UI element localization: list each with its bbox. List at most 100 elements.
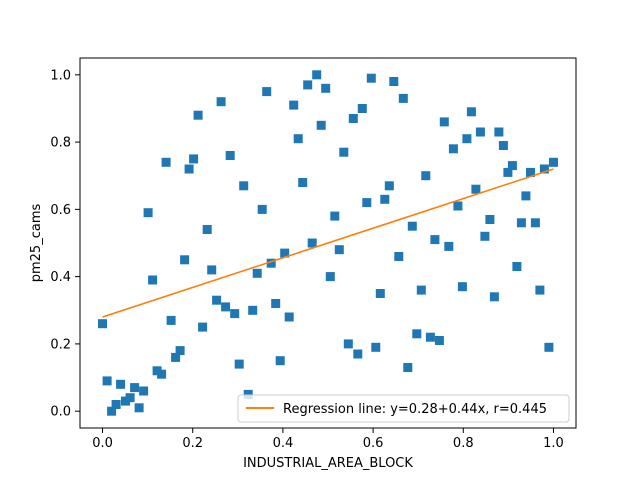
data-point	[312, 70, 322, 80]
x-tick-label: 0.8	[453, 436, 474, 451]
data-point	[480, 231, 490, 241]
data-point	[384, 181, 394, 191]
regression-line-layer	[102, 168, 554, 318]
data-point	[175, 346, 185, 356]
data-point	[407, 221, 417, 231]
y-axis-ticks: 0.0 0.2 0.4 0.6 0.8 1.0	[50, 68, 80, 420]
x-tick-label: 1.0	[543, 436, 564, 451]
data-point	[439, 117, 449, 127]
y-tick-label: 0.6	[50, 203, 71, 218]
data-point	[412, 329, 422, 339]
data-point	[503, 167, 513, 177]
data-point	[389, 77, 399, 86]
data-point	[161, 157, 171, 167]
data-point	[266, 258, 276, 268]
data-point	[257, 204, 267, 214]
data-point	[125, 393, 135, 403]
data-point	[111, 400, 121, 409]
data-point	[202, 225, 212, 234]
y-tick-label: 0.4	[50, 270, 71, 285]
data-point	[284, 312, 294, 322]
data-point	[293, 134, 303, 144]
y-tick-label: 0.0	[50, 405, 71, 420]
data-point	[325, 272, 335, 282]
data-point	[139, 386, 149, 396]
data-point	[98, 319, 107, 329]
data-point	[507, 161, 517, 171]
data-point	[521, 191, 531, 201]
data-point	[434, 336, 444, 345]
data-point	[421, 171, 431, 181]
data-point	[485, 215, 495, 224]
data-point	[157, 369, 167, 379]
data-point	[353, 349, 363, 359]
data-point	[130, 383, 140, 393]
data-point	[380, 194, 390, 204]
data-point	[475, 127, 485, 137]
regression-line	[102, 168, 554, 318]
data-point	[239, 181, 249, 191]
data-point	[289, 100, 299, 110]
plot-frame	[79, 57, 577, 429]
data-point	[512, 262, 522, 271]
data-point	[107, 406, 117, 416]
data-point	[348, 114, 358, 123]
legend: Regression line: y=0.28+0.44x, r=0.445	[237, 394, 570, 423]
data-point	[549, 157, 558, 167]
data-point	[143, 208, 153, 218]
data-point	[180, 255, 190, 265]
data-point	[330, 211, 340, 221]
data-point	[453, 201, 463, 211]
data-point	[394, 252, 404, 261]
data-point	[425, 332, 435, 342]
data-point	[198, 322, 208, 332]
data-point	[212, 295, 222, 305]
data-point	[339, 147, 349, 157]
data-point	[416, 285, 426, 295]
data-point	[444, 241, 454, 251]
data-point	[366, 73, 376, 83]
data-point	[403, 363, 413, 372]
legend-label: Regression line: y=0.28+0.44x, r=0.445	[283, 402, 547, 417]
x-axis-label: INDUSTRIAL_AREA_BLOCK	[243, 456, 413, 471]
data-point	[262, 87, 272, 97]
data-point	[530, 218, 540, 228]
data-point	[102, 376, 112, 386]
data-point	[225, 151, 235, 160]
x-tick-label: 0.2	[182, 436, 203, 451]
x-tick-label: 0.4	[273, 436, 294, 451]
data-point	[193, 110, 203, 120]
data-point	[189, 154, 199, 164]
data-point	[321, 83, 331, 93]
data-points	[98, 70, 558, 416]
data-point	[121, 396, 130, 406]
data-point	[221, 302, 231, 312]
data-point	[207, 265, 217, 275]
data-point	[248, 305, 258, 315]
data-point	[471, 184, 481, 194]
data-point	[134, 403, 144, 413]
data-point	[298, 178, 308, 187]
data-point	[334, 245, 344, 255]
data-point	[466, 107, 476, 117]
data-point	[148, 275, 158, 285]
data-point	[234, 359, 244, 369]
data-point	[316, 120, 326, 130]
data-point	[171, 352, 181, 362]
data-point	[498, 141, 508, 150]
data-point	[116, 379, 126, 389]
data-point	[216, 97, 226, 107]
data-point	[362, 198, 372, 208]
data-point	[489, 292, 499, 302]
y-tick-label: 0.8	[50, 136, 71, 151]
data-point	[539, 164, 549, 174]
y-axis-label: pm25_cams	[29, 204, 44, 283]
data-point	[184, 164, 194, 174]
data-point	[398, 93, 408, 103]
data-point	[343, 339, 353, 349]
data-point	[271, 299, 281, 308]
x-axis-ticks: 0.0 0.2 0.4 0.6 0.8 1.0	[92, 428, 564, 451]
data-point	[252, 268, 262, 278]
data-point	[544, 342, 554, 352]
